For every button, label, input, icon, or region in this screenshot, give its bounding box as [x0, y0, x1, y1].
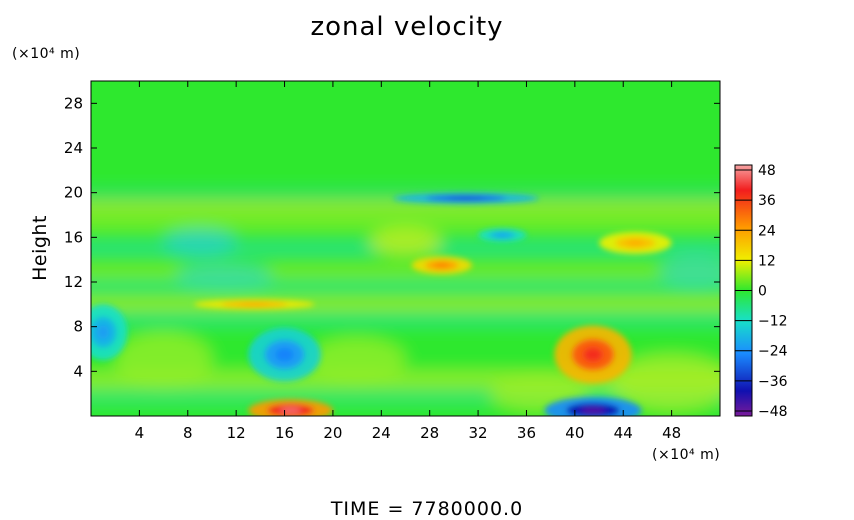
- velocity-feature: [411, 256, 473, 275]
- colorbar-tick-label: −12: [758, 314, 788, 330]
- colorbar-tick-label: −36: [758, 374, 788, 390]
- y-tick-label: 20: [64, 184, 83, 202]
- x-tick-label: 40: [565, 424, 584, 442]
- colorbar: 48 36 24 12 0 −12 −24 −36 −48: [734, 163, 788, 420]
- velocity-feature: [248, 399, 333, 416]
- time-label: TIME = 7780000.0: [330, 498, 524, 520]
- velocity-feature: [554, 325, 632, 384]
- colorbar-tick-label: 36: [758, 193, 776, 209]
- y-tick-label: 12: [64, 273, 83, 291]
- x-axis-unit: (×10⁴ m): [652, 447, 721, 463]
- velocity-feature: [91, 304, 128, 361]
- x-tick-label: 36: [517, 424, 536, 442]
- colorbar-tick-label: −24: [758, 344, 788, 360]
- x-tick-label: 4: [135, 424, 145, 442]
- y-tick-label: 8: [73, 318, 83, 336]
- colorbar-tick-label: −48: [758, 404, 788, 420]
- velocity-feature: [248, 327, 321, 382]
- plot-frame: [90, 80, 721, 417]
- y-axis: 4 8 12 16 20 24 28: [64, 94, 720, 380]
- velocity-feature: [599, 231, 672, 255]
- colorbar-tick-label: 12: [758, 253, 776, 269]
- x-tick-label: 8: [183, 424, 193, 442]
- x-tick-label: 12: [227, 424, 246, 442]
- velocity-feature: [544, 397, 642, 416]
- velocity-feature: [193, 299, 315, 310]
- x-tick-label: 24: [372, 424, 391, 442]
- x-tick-label: 48: [662, 424, 681, 442]
- y-tick-label: 24: [64, 139, 83, 157]
- velocity-field: [91, 81, 720, 416]
- y-tick-label: 16: [64, 228, 83, 246]
- y-tick-label: 4: [73, 362, 83, 380]
- x-tick-label: 44: [614, 424, 633, 442]
- x-tick-label: 20: [323, 424, 342, 442]
- chart-title: zonal velocity: [310, 12, 504, 42]
- velocity-feature: [393, 192, 539, 204]
- x-tick-label: 32: [469, 424, 488, 442]
- colorbar-tick-label: 24: [758, 223, 776, 239]
- x-axis: 4 8 12 16 20 24 28 32 36 40 44 48: [135, 81, 681, 442]
- colorbar-tick-label: 0: [758, 284, 767, 300]
- velocity-feature: [478, 228, 527, 242]
- colorbar-tick-label: 48: [758, 163, 776, 179]
- x-tick-label: 28: [420, 424, 439, 442]
- y-tick-label: 28: [64, 94, 83, 112]
- y-axis-unit: (×10⁴ m): [12, 46, 81, 62]
- x-tick-label: 16: [275, 424, 294, 442]
